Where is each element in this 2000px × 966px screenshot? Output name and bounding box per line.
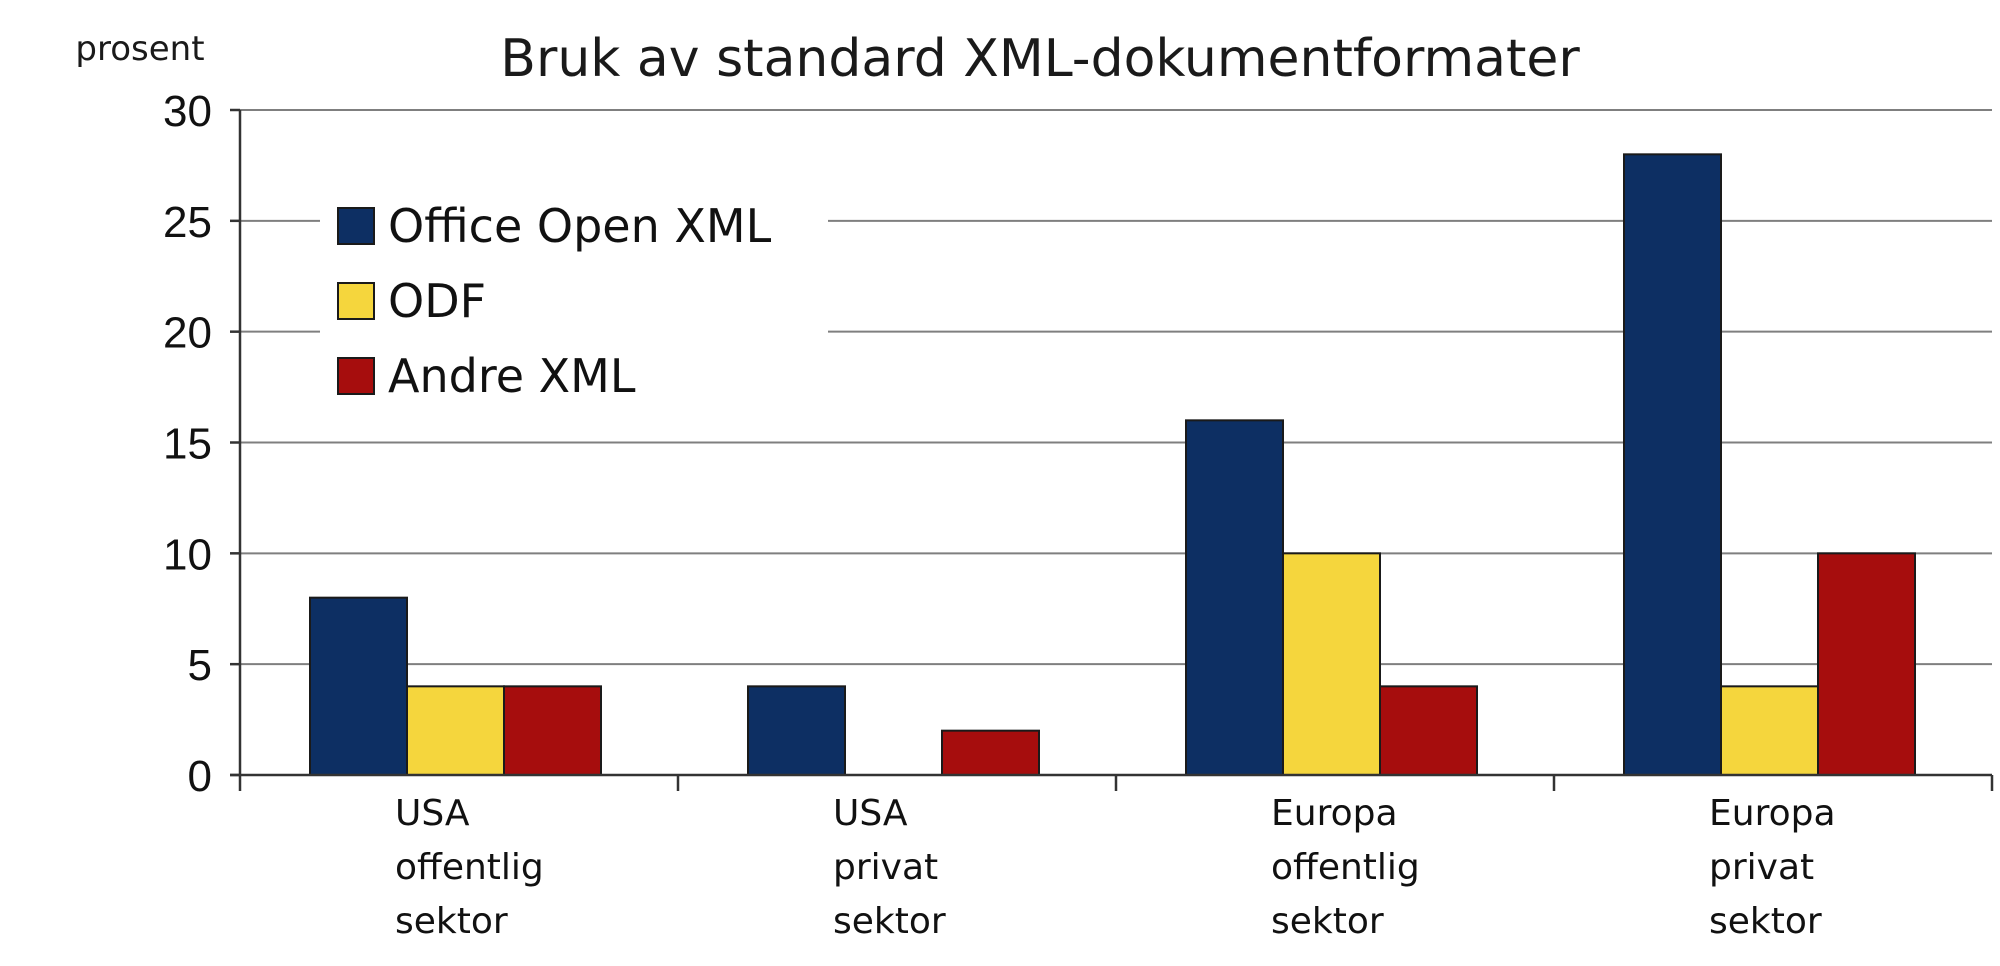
legend-swatch-2: [337, 357, 375, 395]
x-tick-label-line: privat: [833, 847, 938, 888]
bar-0-1: [747, 685, 846, 776]
bar-2-0: [503, 685, 602, 776]
x-tick-label-line: offentlig: [395, 847, 544, 888]
x-tick-label: USA offentlig sektor: [395, 793, 544, 942]
x-tick-label-line: offentlig: [1271, 847, 1420, 888]
legend-label-0: Office Open XML: [388, 199, 772, 253]
x-tick-label-line: sektor: [395, 901, 508, 942]
y-tick-label: 10: [163, 530, 212, 579]
y-axis-tick-labels: 0 5 10 15 20 25 30: [163, 87, 212, 801]
bar-2-3: [1817, 552, 1916, 776]
bar-1-0: [406, 685, 505, 776]
legend-label-2: Andre XML: [388, 349, 636, 403]
y-tick-label: 0: [188, 752, 212, 801]
y-tick-label: 15: [163, 420, 212, 469]
chart-title: Bruk av standard XML-dokumentformater: [500, 29, 1580, 89]
x-tick-label-line: privat: [1709, 847, 1814, 888]
y-tick-label: 30: [163, 87, 212, 136]
bar-1-3: [1720, 685, 1819, 776]
bar-2-2: [1379, 685, 1478, 776]
axes: [230, 108, 1994, 791]
legend-swatch-0: [337, 207, 375, 245]
legend-swatch-1: [337, 282, 375, 320]
legend-background: [320, 185, 828, 410]
x-tick-label: Europa privat sektor: [1709, 793, 1836, 942]
bars: [309, 153, 1916, 777]
x-tick-label-line: Europa: [1271, 793, 1398, 834]
bar-1-2: [1282, 552, 1381, 776]
y-tick-label: 25: [163, 198, 212, 247]
x-axis-tick-labels: USA offentlig sektor USA privat sektor Europa o…: [395, 793, 1836, 942]
x-tick-label-line: USA: [833, 793, 908, 834]
bar-0-0: [309, 596, 408, 777]
bar-0-2: [1185, 419, 1284, 776]
y-axis-unit-label: prosent: [75, 29, 204, 69]
y-tick-label: 5: [188, 641, 212, 690]
bar-0-3: [1623, 153, 1722, 777]
legend: Office Open XML ODF Andre XML: [320, 185, 828, 410]
x-tick-label: Europa offentlig sektor: [1271, 793, 1420, 942]
bar-2-1: [941, 729, 1040, 777]
y-tick-label: 20: [163, 309, 212, 358]
x-tick-label-line: Europa: [1709, 793, 1836, 834]
x-tick-label-line: sektor: [833, 901, 946, 942]
x-tick-label-line: sektor: [1709, 901, 1822, 942]
x-tick-label-line: USA: [395, 793, 470, 834]
x-tick-label: USA privat sektor: [833, 793, 946, 942]
x-tick-label-line: sektor: [1271, 901, 1384, 942]
legend-label-1: ODF: [388, 274, 486, 328]
